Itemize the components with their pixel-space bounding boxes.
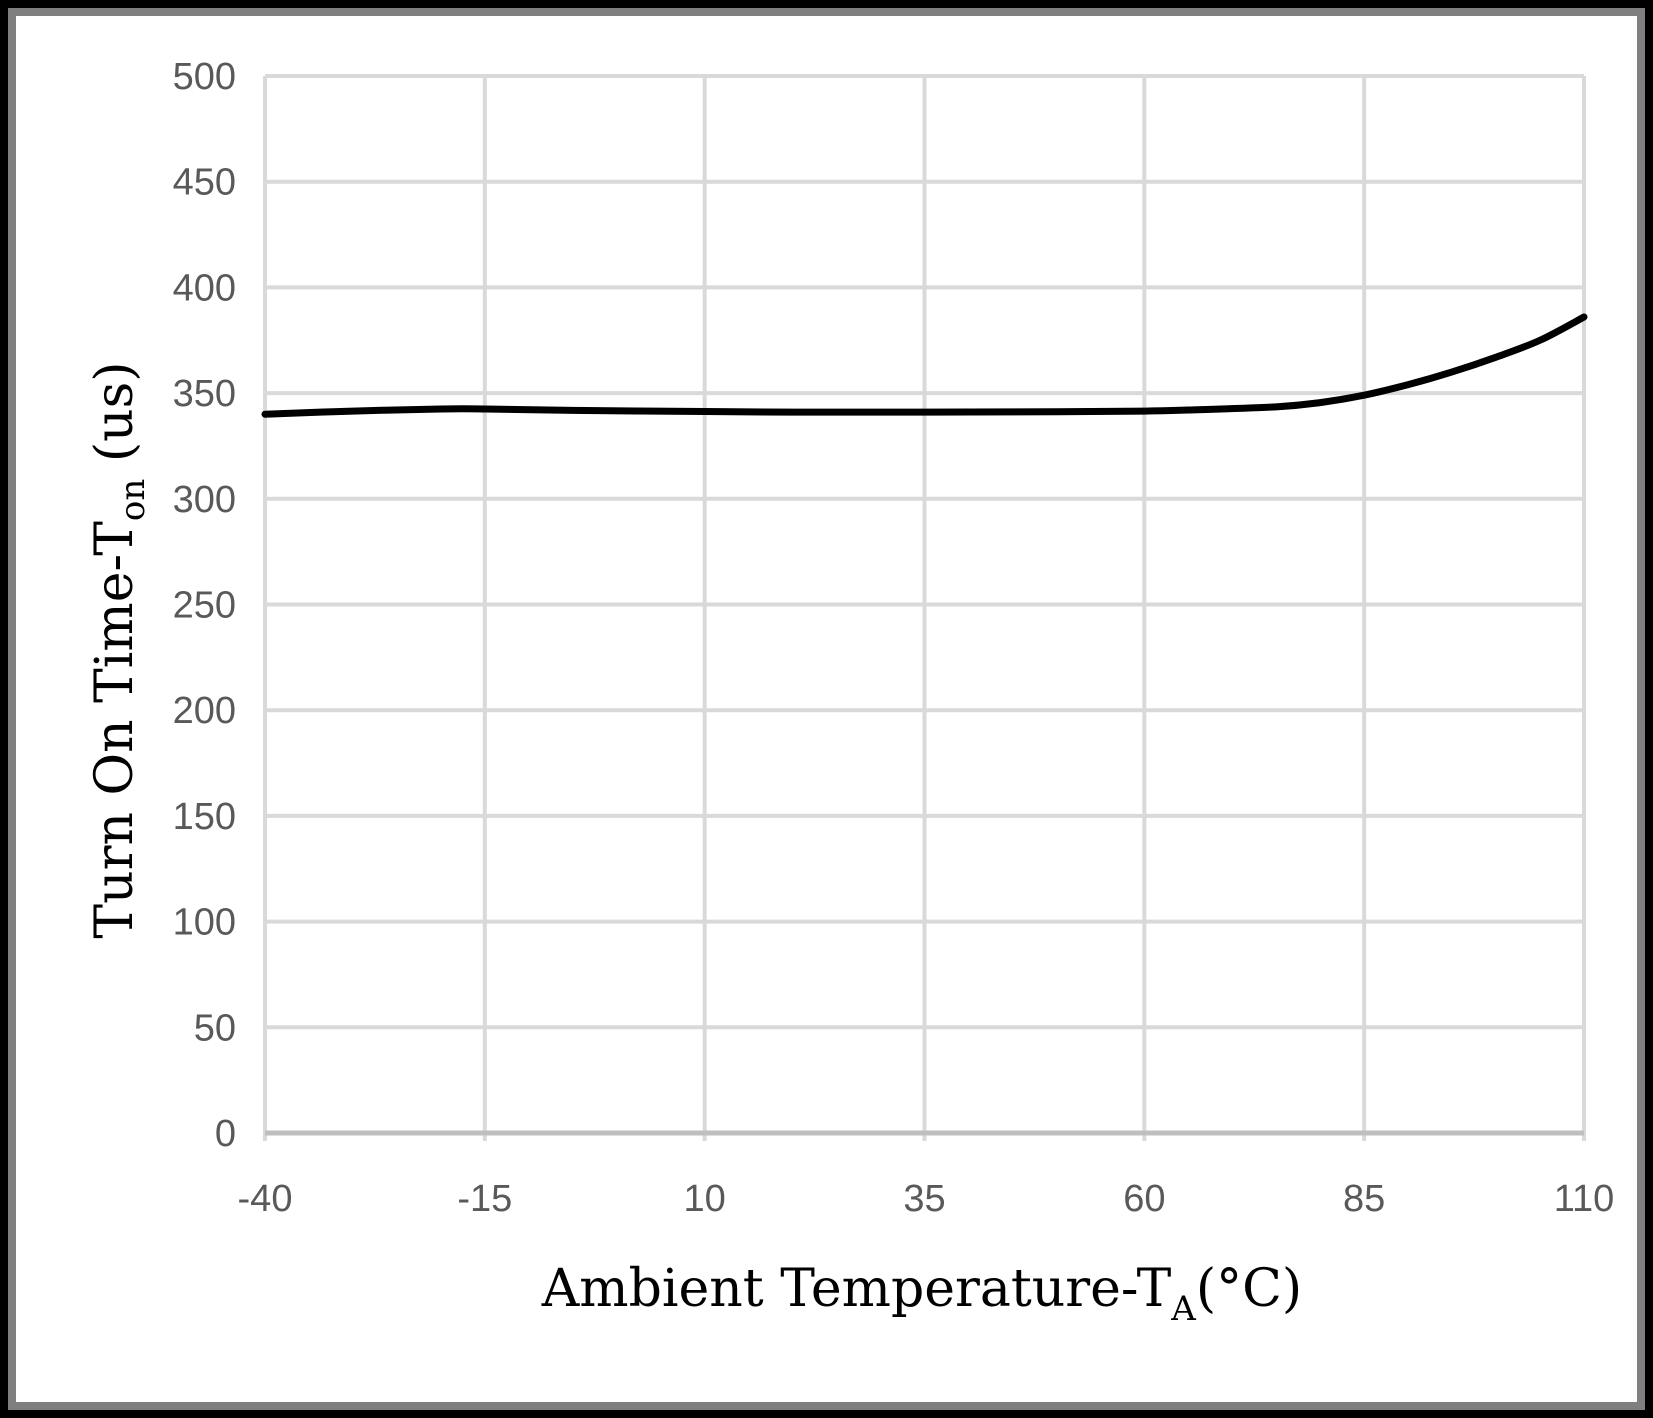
grid-lines (263, 74, 1586, 1141)
x-tick-label: -15 (457, 1178, 512, 1220)
x-tick-label: 60 (1123, 1178, 1165, 1220)
y-tick-label: 150 (173, 796, 236, 838)
x-tick-label: 110 (1554, 1178, 1615, 1220)
x-tick-label: 10 (684, 1178, 726, 1220)
y-tick-label: 500 (173, 56, 236, 98)
y-axis-title-subscript: on (113, 479, 153, 521)
y-axis-ticks: 0 50 100 150 200 250 300 350 400 450 500 (173, 56, 236, 1155)
x-axis-title-suffix: (°C) (1196, 1259, 1302, 1319)
y-axis-title: Turn On Time-Ton (us) (85, 361, 153, 938)
series-line-turn-on-time (261, 313, 1588, 418)
y-tick-label: 100 (173, 902, 236, 944)
x-tick-label: 35 (903, 1178, 945, 1220)
y-tick-label: 450 (173, 162, 236, 204)
x-axis-ticks: -40 -15 10 35 60 85 110 (238, 1178, 1615, 1220)
x-tick-label: -40 (238, 1178, 293, 1220)
y-tick-label: 300 (173, 479, 236, 521)
x-axis-title-subscript: A (1170, 1289, 1196, 1329)
series-group (261, 313, 1588, 418)
y-tick-label: 0 (215, 1113, 236, 1155)
y-tick-label: 50 (194, 1007, 236, 1049)
y-axis-title-main: Turn On Time-T (85, 521, 145, 939)
x-axis-title-main: Ambient Temperature-T (541, 1259, 1172, 1319)
y-tick-label: 250 (173, 585, 236, 627)
y-tick-label: 350 (173, 373, 236, 415)
y-tick-label: 200 (173, 690, 236, 732)
y-axis-title-suffix: (us) (85, 361, 145, 478)
y-tick-label: 400 (173, 267, 236, 309)
x-axis-title: Ambient Temperature-TA(°C) (541, 1259, 1302, 1329)
x-tick-label: 85 (1343, 1178, 1385, 1220)
